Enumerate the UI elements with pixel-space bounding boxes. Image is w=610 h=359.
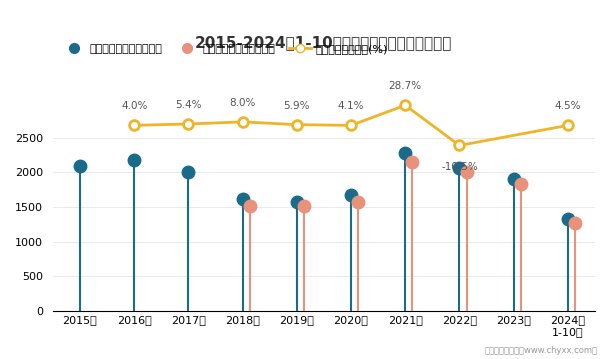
Text: 8.0%: 8.0% bbox=[229, 98, 256, 108]
Text: 4.1%: 4.1% bbox=[338, 102, 364, 111]
Text: -10.5%: -10.5% bbox=[441, 162, 478, 172]
Title: 2015-2024年1-10月金属制品业企业利润统计图: 2015-2024年1-10月金属制品业企业利润统计图 bbox=[195, 36, 453, 51]
Text: 28.7%: 28.7% bbox=[389, 81, 422, 92]
Text: 4.5%: 4.5% bbox=[554, 102, 581, 111]
Text: 5.4%: 5.4% bbox=[175, 100, 202, 110]
Text: 5.9%: 5.9% bbox=[284, 101, 310, 111]
Text: 4.0%: 4.0% bbox=[121, 102, 148, 111]
Text: 制图：智研咋询（www.chyxx.com）: 制图：智研咋询（www.chyxx.com） bbox=[485, 346, 598, 355]
Legend: 利润总额累计值（亿元）, 营业利润累计值（亿元）, 利润总额累计增长(%): 利润总额累计值（亿元）, 营业利润累计值（亿元）, 利润总额累计增长(%) bbox=[59, 39, 392, 58]
